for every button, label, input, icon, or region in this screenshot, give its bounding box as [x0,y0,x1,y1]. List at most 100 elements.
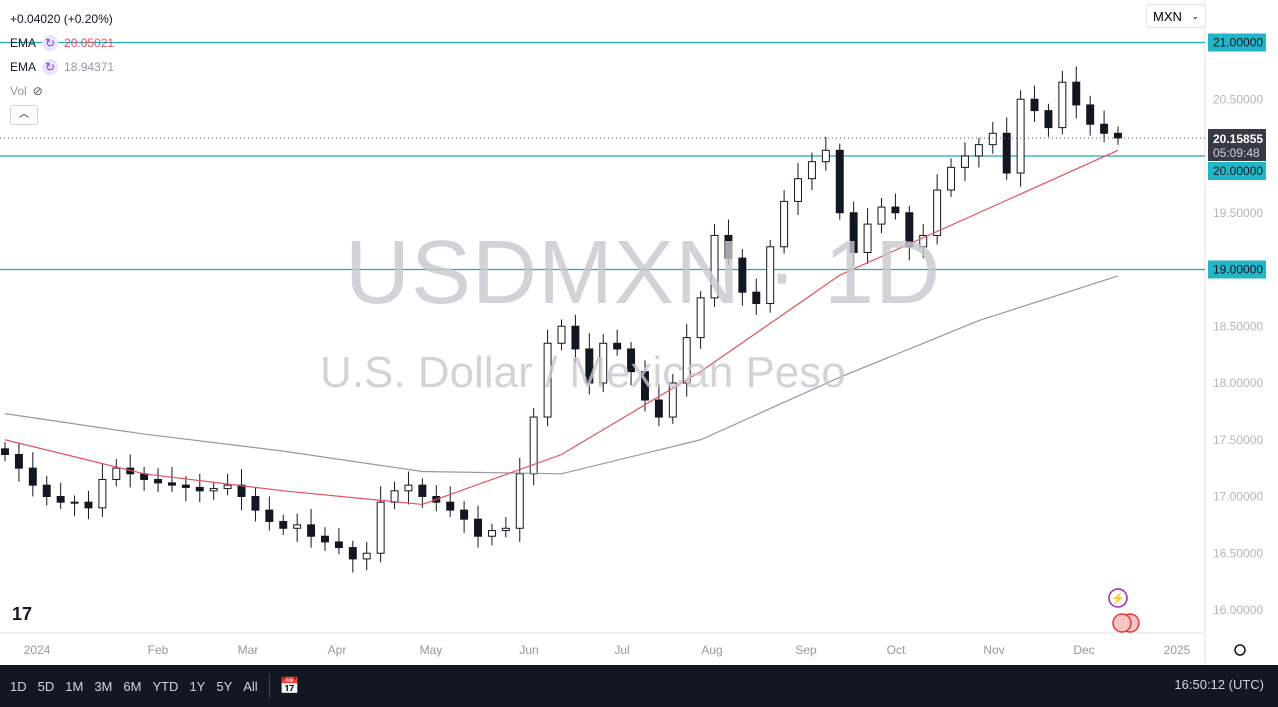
candle-body [710,234,719,299]
candle-body [1114,132,1122,139]
x-tick-label: Dec [1073,643,1094,657]
range-5d[interactable]: 5D [37,678,55,694]
volume-legend[interactable]: Vol ⊘ [10,79,114,103]
clock[interactable]: 16:50:12 (UTC) [1174,677,1264,692]
candle-body [307,524,316,537]
candle-body [251,496,260,511]
candle-body [960,155,969,168]
candle-body [668,382,677,418]
candle-body [515,473,524,529]
candle-body [766,246,775,305]
range-1d[interactable]: 1D [10,678,27,694]
candle-body [543,342,552,418]
candle-body [613,342,622,350]
y-tick-label: 20.50000 [1213,92,1263,106]
candle-body [682,337,691,384]
candle-body [293,524,302,529]
candle-body [877,206,886,225]
y-tick-label: 18.50000 [1213,319,1263,333]
candle-body [1,448,9,456]
ema-slow-legend[interactable]: EMA ↻ 18.94371 [10,55,114,79]
candle-body [195,486,204,492]
y-tick-label: 17.00000 [1213,490,1263,504]
x-tick-label: Feb [148,643,169,657]
settings-icon[interactable] [1234,644,1246,656]
watermark-symbol: USDMXN · 1D [345,223,942,323]
watermark-description: U.S. Dollar / Mexican Peso [320,348,846,397]
candle-body [70,501,79,504]
candle-body [98,478,107,509]
candle-body [112,467,121,480]
eye-off-icon[interactable]: ⊘ [32,84,43,98]
y-tick-label: 18.00000 [1213,376,1263,390]
candle-body [807,161,816,180]
candle-body [84,501,93,509]
x-tick-label: Sep [795,643,817,657]
us-flag-icon [1112,613,1132,633]
collapse-legend-button[interactable]: ︿ [10,105,38,125]
price-chart[interactable]: 21.00000 20.50000 20.00000 19.50000 19.00000… [0,0,1278,665]
candle-body [849,212,858,253]
candle-body [279,520,288,529]
candle-body [654,399,663,418]
candle-body [1002,132,1011,174]
range-6m[interactable]: 6M [123,678,142,694]
candle-body [571,325,580,350]
y-tick-label: 21.00000 [1213,36,1263,50]
ema-slow-line [4,275,1119,475]
candle-body [585,348,594,384]
refresh-icon[interactable]: ↻ [42,59,59,75]
calendar-goto-icon[interactable]: 📅 [279,678,300,695]
bar-countdown: 05:09:48 [1213,146,1260,160]
level-label-bg [1208,162,1266,181]
lightning-icon [1108,588,1128,608]
candle-body [627,348,636,373]
candle-body [1016,98,1025,174]
ema-fast-legend[interactable]: EMA ↻ 20.05021 [10,31,114,55]
x-tick-label: Jul [614,643,629,657]
candle-body [1086,104,1095,125]
events-icons[interactable]: ⚡ [1108,588,1148,638]
y-tick-label: 19.00000 [1213,263,1263,277]
candle-body [42,484,51,497]
candle-body [974,144,983,157]
candle-body [321,535,329,543]
candle-body [237,484,246,497]
chart-background [0,0,1278,665]
candle-body [223,484,232,490]
candle-body [724,234,733,259]
candle-body [1030,98,1039,112]
candle-body [947,166,956,191]
level-label-bg [1208,260,1266,279]
range-5y[interactable]: 5Y [216,678,233,694]
candle-body [376,501,385,554]
candle-body [863,223,872,253]
y-tick-label: 19.50000 [1213,206,1263,220]
candle-body [154,478,163,484]
y-tick-label: 16.00000 [1213,603,1263,617]
range-3m[interactable]: 3M [94,678,113,694]
x-tick-label: 2025 [1164,643,1191,657]
bottom-toolbar: 1D 5D 1M 3M 6M YTD 1Y 5Y All 📅 16:50:12 … [0,665,1278,707]
x-tick-label: Jun [519,643,538,657]
x-tick-label: Nov [983,643,1004,657]
price-change: +0.04020 (+0.20%) [10,12,113,26]
ema-value: 18.94371 [64,60,115,74]
currency-select[interactable]: MXN ⌄ [1146,4,1206,28]
price-box-bg [1208,129,1266,162]
x-tick-label: 2024 [24,643,51,657]
range-1y[interactable]: 1Y [189,678,206,694]
divider [268,674,270,698]
candle-body [891,206,900,214]
y-tick-label: 17.50000 [1213,433,1263,447]
refresh-icon[interactable]: ↻ [42,35,59,51]
tradingview-logo[interactable]: 17 [12,604,33,624]
range-all[interactable]: All [243,678,258,694]
candle-body [905,212,914,248]
candle-body [752,291,761,305]
y-tick-label: 20.00000 [1213,164,1263,178]
range-ytd[interactable]: YTD [152,678,179,694]
candle-body [640,371,649,401]
range-1m[interactable]: 1M [65,678,84,694]
candle-body [835,149,844,214]
